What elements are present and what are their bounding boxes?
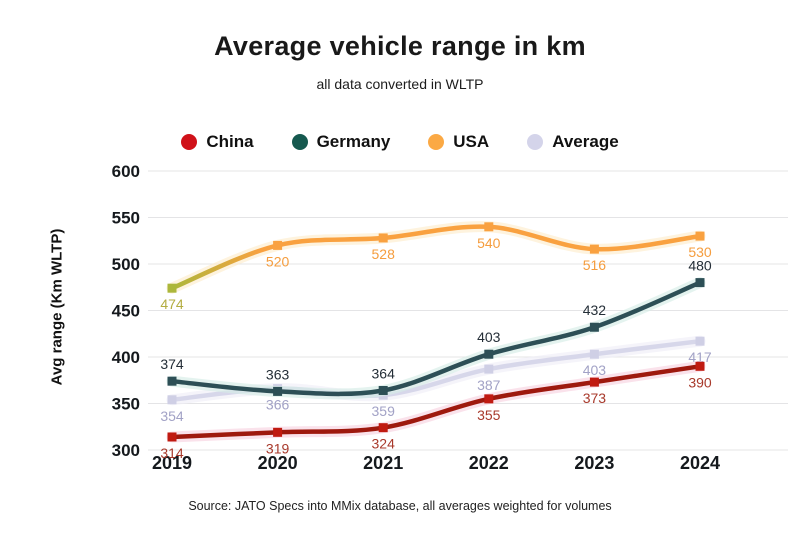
label-usa-2023: 516 bbox=[583, 257, 607, 273]
y-tick-350: 350 bbox=[112, 395, 140, 414]
label-china-2019: 314 bbox=[160, 445, 184, 461]
x-tick-2021: 2021 bbox=[363, 453, 403, 473]
label-germany-2022: 403 bbox=[477, 329, 501, 345]
x-tick-2024: 2024 bbox=[680, 453, 720, 473]
x-tick-2023: 2023 bbox=[574, 453, 614, 473]
legend-item-usa: USA bbox=[428, 132, 489, 152]
label-average-2020: 366 bbox=[266, 397, 290, 413]
point-china-2023 bbox=[589, 377, 599, 387]
point-germany-2022 bbox=[484, 349, 494, 359]
point-germany-2021 bbox=[378, 385, 388, 395]
point-china-2020 bbox=[273, 427, 283, 437]
label-usa-2024: 530 bbox=[688, 244, 712, 260]
source-note: Source: JATO Specs into MMix database, a… bbox=[188, 499, 612, 513]
point-average-2019 bbox=[167, 395, 177, 405]
y-tick-400: 400 bbox=[112, 348, 140, 367]
point-average-2023 bbox=[589, 349, 599, 359]
point-china-2022 bbox=[484, 394, 494, 404]
point-average-2022 bbox=[484, 364, 494, 374]
point-germany-2020 bbox=[273, 386, 283, 396]
legend-label-usa: USA bbox=[453, 132, 490, 151]
legend: China Germany USA Average bbox=[40, 127, 760, 157]
legend-dot-average bbox=[527, 134, 544, 150]
legend-dot-germany bbox=[291, 134, 308, 150]
chart-subtitle: all data converted in WLTP bbox=[316, 76, 484, 92]
point-germany-2024 bbox=[695, 278, 705, 288]
label-china-2022: 355 bbox=[477, 407, 501, 423]
label-average-2021: 359 bbox=[372, 403, 396, 419]
point-china-2021 bbox=[378, 423, 388, 433]
point-usa-2022 bbox=[484, 222, 494, 232]
point-usa-2023 bbox=[589, 244, 599, 254]
legend-item-germany: Germany bbox=[291, 132, 391, 152]
point-germany-2023 bbox=[589, 322, 599, 332]
legend-dot-china bbox=[181, 134, 198, 150]
label-germany-2023: 432 bbox=[583, 302, 607, 318]
point-china-2019 bbox=[167, 432, 177, 442]
label-germany-2019: 374 bbox=[160, 356, 184, 372]
line-germany bbox=[169, 280, 703, 397]
y-tick-300: 300 bbox=[112, 441, 140, 460]
legend-label-germany: Germany bbox=[316, 132, 391, 151]
point-average-2024 bbox=[695, 336, 705, 346]
y-tick-550: 550 bbox=[112, 209, 140, 228]
legend-item-average: Average bbox=[527, 132, 619, 152]
label-usa-2021: 528 bbox=[372, 246, 396, 262]
label-china-2020: 319 bbox=[266, 440, 290, 456]
label-germany-2024: 480 bbox=[688, 258, 712, 274]
label-usa-2020: 520 bbox=[266, 253, 290, 269]
point-germany-2019 bbox=[167, 376, 177, 386]
label-average-2022: 387 bbox=[477, 377, 501, 393]
y-tick-450: 450 bbox=[112, 302, 140, 321]
line-chart-canvas: 300 350 400 450 500 550 600 2019 2020 2021 2022 202… bbox=[112, 162, 788, 473]
label-china-2024: 390 bbox=[688, 374, 712, 390]
label-average-2023: 403 bbox=[583, 362, 607, 378]
label-average-2024: 417 bbox=[688, 349, 712, 365]
legend-dot-usa bbox=[428, 134, 445, 150]
point-usa-2019 bbox=[167, 283, 177, 293]
line-china bbox=[169, 364, 703, 440]
label-average-2019: 354 bbox=[160, 408, 184, 424]
y-axis-label: Avg range (Km WLTP) bbox=[48, 228, 66, 386]
point-usa-2021 bbox=[378, 233, 388, 243]
point-usa-2024 bbox=[695, 231, 705, 241]
point-usa-2020 bbox=[273, 240, 283, 250]
chart-title: Average vehicle range in km bbox=[214, 31, 586, 61]
label-germany-2020: 363 bbox=[266, 366, 290, 382]
point-china-2024 bbox=[695, 361, 705, 371]
label-china-2021: 324 bbox=[372, 436, 396, 452]
label-china-2023: 373 bbox=[583, 390, 607, 406]
legend-label-china: China bbox=[206, 132, 254, 151]
line-usa-glow bbox=[166, 221, 706, 294]
legend-label-average: Average bbox=[552, 132, 619, 151]
label-germany-2021: 364 bbox=[372, 365, 396, 381]
line-usa bbox=[169, 224, 703, 291]
x-tick-2022: 2022 bbox=[469, 453, 509, 473]
y-tick-600: 600 bbox=[112, 162, 140, 181]
x-tick-2019: 2019 bbox=[152, 453, 192, 473]
legend-item-china: China bbox=[181, 132, 254, 152]
y-tick-500: 500 bbox=[112, 255, 140, 274]
label-usa-2019: 474 bbox=[160, 296, 184, 312]
x-tick-2020: 2020 bbox=[258, 453, 298, 473]
label-usa-2022: 540 bbox=[477, 235, 501, 251]
